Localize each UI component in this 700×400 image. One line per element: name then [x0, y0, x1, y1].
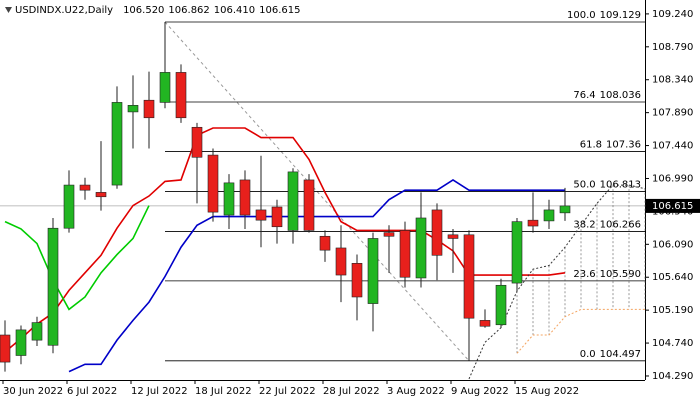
- x-tick-label: 9 Aug 2022: [451, 386, 509, 397]
- candle-body: [191, 126, 203, 158]
- header-value: 106.410: [214, 5, 255, 16]
- fib-price: 108.036: [600, 90, 641, 101]
- y-tick-label: 109.240: [652, 9, 693, 20]
- candle-body: [447, 234, 459, 239]
- candle-body: [207, 154, 219, 213]
- header-value: 106.615: [259, 5, 300, 16]
- candle-body: [383, 232, 395, 237]
- candle-body: [15, 329, 27, 356]
- indicator-line: [516, 308, 645, 354]
- fib-price: 105.590: [600, 269, 641, 280]
- fib-price: 104.497: [600, 349, 641, 360]
- candle-body: [335, 247, 347, 276]
- candle-body: [351, 263, 363, 298]
- candle-body: [559, 205, 571, 214]
- x-tick-label: 22 Jul 2022: [259, 386, 316, 397]
- candle-body: [431, 209, 443, 256]
- symbol-icon: [5, 7, 12, 13]
- candle-body: [159, 72, 171, 103]
- fib-price: 106.813: [600, 179, 641, 190]
- candle-body: [47, 227, 59, 346]
- chart-title: USDINDX.U22,Daily 106.520 106.862 106.410 10…: [15, 5, 301, 16]
- fib-label: 76.4 108.036: [573, 90, 641, 101]
- fib-price: 107.36: [606, 139, 641, 150]
- candle-body: [415, 217, 427, 279]
- indicator-line: [4, 205, 150, 311]
- y-tick-label: 106.090: [652, 239, 693, 250]
- header-value: 106.520: [123, 5, 164, 16]
- candle-body: [63, 184, 75, 229]
- candle-body: [543, 209, 555, 222]
- candle-body: [255, 209, 267, 221]
- y-tick-label: 107.440: [652, 141, 693, 152]
- last-price-tag: [646, 198, 700, 213]
- candle-body: [79, 184, 91, 191]
- candle-body: [511, 221, 523, 284]
- fib-label: 100.0 109.129: [567, 10, 641, 21]
- fib-ratio: 38.2: [573, 219, 595, 230]
- fib-ratio: 0.0: [580, 349, 596, 360]
- fib-ratio: 50.0: [573, 179, 595, 190]
- candle-body: [303, 179, 315, 231]
- candle-body: [495, 284, 507, 326]
- candle-body: [0, 334, 11, 363]
- fib-price: 109.129: [600, 10, 641, 21]
- candle-body: [367, 238, 379, 304]
- fib-label: 61.8 107.36: [580, 139, 641, 150]
- y-tick-label: 105.640: [652, 272, 693, 283]
- candle-body: [95, 192, 107, 198]
- y-tick-label: 104.290: [652, 371, 693, 382]
- x-tick-label: 28 Jul 2022: [323, 386, 380, 397]
- x-tick-label: 12 Jul 2022: [131, 386, 188, 397]
- symbol: USDINDX.U22,Daily: [15, 5, 113, 16]
- candle-body: [31, 322, 43, 341]
- candle-body: [175, 72, 187, 119]
- indicator-line: [468, 184, 646, 380]
- candle-body: [143, 99, 155, 119]
- candle-body: [223, 182, 235, 216]
- fib-trend-line: [164, 21, 470, 362]
- y-tick-label: 107.890: [652, 108, 693, 119]
- candle-body: [399, 230, 411, 278]
- fib-ratio: 61.8: [580, 139, 602, 150]
- x-tick-label: 3 Aug 2022: [387, 386, 445, 397]
- x-tick-label: 30 Jun 2022: [3, 386, 63, 397]
- fib-label: 0.0 104.497: [580, 349, 641, 360]
- header-value: 106.862: [168, 5, 209, 16]
- candle-body: [271, 206, 283, 228]
- candle-body: [239, 179, 251, 216]
- fib-label: 50.0 106.813: [573, 179, 641, 190]
- fib-ratio: 100.0: [567, 10, 596, 21]
- y-tick-label: 108.340: [652, 75, 693, 86]
- y-tick-label: 104.740: [652, 338, 693, 349]
- y-tick-label: 106.990: [652, 173, 693, 184]
- y-tick-label: 108.790: [652, 42, 693, 53]
- x-tick-label: 18 Jul 2022: [195, 386, 252, 397]
- candle-body: [479, 320, 491, 327]
- fib-label: 23.6 105.590: [573, 269, 641, 280]
- fib-ratio: 76.4: [573, 90, 595, 101]
- fib-label: 38.2 106.266: [573, 219, 641, 230]
- last-price-label: 106.615: [652, 201, 693, 212]
- candle-body: [287, 171, 299, 231]
- candle-body: [319, 235, 331, 251]
- y-tick-label: 105.190: [652, 305, 693, 316]
- x-tick-label: 6 Jul 2022: [67, 386, 117, 397]
- x-tick-label: 15 Aug 2022: [515, 386, 579, 397]
- candle-body: [463, 234, 475, 319]
- candle-body: [527, 219, 539, 227]
- indicator-line: [68, 178, 565, 373]
- candle-body: [111, 102, 123, 186]
- candle-body: [127, 105, 139, 113]
- fib-ratio: 23.6: [573, 269, 595, 280]
- fib-price: 106.266: [600, 219, 641, 230]
